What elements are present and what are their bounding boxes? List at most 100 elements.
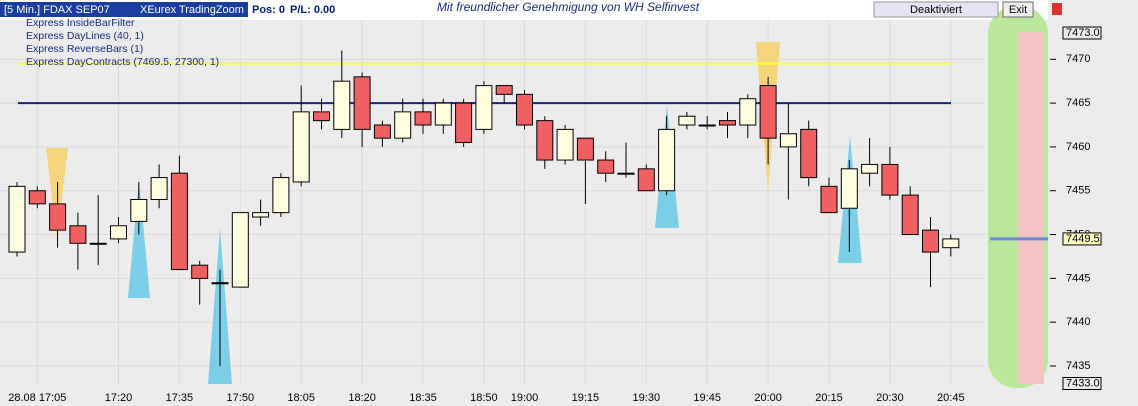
price-marker-box	[1062, 377, 1102, 390]
candle-body	[719, 120, 736, 126]
instrument: [5 Min.] FDAX SEP07	[4, 4, 110, 16]
candle-body	[89, 242, 107, 245]
x-tick-label: 19:45	[693, 392, 721, 404]
signal-marker	[46, 148, 68, 240]
x-tick-label: 19:00	[511, 392, 539, 404]
candle-body	[597, 159, 615, 174]
candle-body	[333, 80, 351, 130]
candle-body	[881, 163, 899, 196]
candle-body	[739, 98, 757, 126]
candle-body	[110, 225, 127, 240]
x-tick-label: 19:30	[633, 392, 661, 404]
candle-body	[536, 120, 554, 161]
signal-marker	[128, 180, 150, 298]
status-button[interactable]	[873, 1, 999, 18]
credit: Mit freundlicher Genehmigung von WH Self…	[437, 0, 700, 14]
x-tick-label: 18:20	[348, 392, 376, 404]
indicator-label: Express ReverseBars (1)	[26, 43, 143, 55]
x-tick-label: 20:45	[937, 392, 965, 404]
candle-body	[516, 93, 533, 126]
candle-body	[150, 177, 168, 200]
candle-body	[434, 102, 452, 126]
y-tick-label: 7465	[1066, 97, 1090, 109]
x-tick-label: 17:20	[105, 392, 133, 404]
x-tick-label: 20:30	[876, 392, 904, 404]
indicator-label: Express DayLines (40, 1)	[26, 30, 144, 42]
candle-body	[313, 111, 330, 122]
price-axis	[1048, 0, 1138, 406]
candle-body	[637, 168, 655, 192]
y-tick-label: 7445	[1066, 272, 1090, 284]
indicator-label: Express InsideBarFilter	[26, 17, 135, 29]
candle-body	[779, 133, 797, 148]
candle-body	[191, 264, 209, 279]
candle-body	[69, 225, 87, 244]
candle-body	[272, 177, 290, 214]
header-bar	[0, 0, 1138, 20]
price-marker-box	[1062, 232, 1102, 246]
candle-body	[942, 238, 960, 249]
x-tick-label: 18:05	[287, 392, 315, 404]
x-tick-label: 18:50	[470, 392, 498, 404]
candle-body	[373, 124, 391, 139]
price-marker-label: 7449.5	[1066, 233, 1100, 245]
exit-button-label[interactable]: Exit	[1009, 4, 1027, 16]
position: Pos: 0	[252, 4, 285, 16]
candle-body	[617, 172, 635, 175]
contracts-gauge	[1018, 32, 1044, 384]
candles	[8, 50, 960, 366]
candle-body	[576, 137, 594, 161]
candle-body	[698, 124, 716, 127]
candle-body	[130, 198, 148, 222]
status-button-label[interactable]: Deaktiviert	[910, 4, 962, 16]
price-marker-box	[1062, 26, 1102, 40]
price-marker-label: 7433.0	[1066, 377, 1100, 389]
y-tick-label: 7435	[1066, 360, 1090, 372]
candle-body	[495, 85, 513, 95]
candle-body	[922, 229, 939, 253]
candle-body	[800, 128, 818, 179]
pnl: P/L: 0.00	[290, 4, 335, 16]
candle-body	[353, 76, 371, 130]
candle-body	[231, 212, 249, 288]
candle-body	[678, 115, 696, 126]
x-tick-label: 20:00	[754, 392, 782, 404]
x-tick-label: 28.08 17:05	[8, 392, 66, 404]
y-tick-label: 7455	[1066, 185, 1090, 197]
candle-body	[475, 85, 493, 130]
indicator-label: Express DayContracts (7469.5, 27300, 1)	[26, 56, 219, 68]
y-tick-label: 7460	[1066, 141, 1090, 153]
candle-body	[414, 111, 432, 126]
y-tick-label: 7470	[1066, 53, 1090, 65]
candle-body	[252, 212, 270, 218]
candle-body	[556, 128, 574, 161]
candle-body	[28, 190, 46, 205]
exchange: XEurex TradingZoom	[140, 4, 244, 16]
candle-body	[861, 163, 879, 174]
close-icon[interactable]	[1052, 3, 1062, 15]
x-tick-label: 19:15	[572, 392, 600, 404]
candle-body	[170, 172, 188, 271]
candle-body	[211, 282, 229, 285]
y-tick-label: 7440	[1066, 316, 1090, 328]
exit-button[interactable]	[1002, 1, 1034, 18]
instrument-box	[0, 2, 248, 17]
candle-body	[292, 111, 310, 183]
candle-body	[901, 194, 919, 236]
candle-body	[759, 85, 777, 139]
candle-body	[658, 128, 676, 192]
candle-body	[840, 168, 858, 209]
price-marker-label: 7473.0	[1066, 27, 1100, 39]
candle-body	[455, 102, 473, 144]
axes: 7435744074457450745574607465747028.08 17…	[8, 26, 1102, 404]
candle-body	[8, 185, 26, 253]
candle-body	[49, 203, 67, 231]
x-tick-label: 20:15	[815, 392, 843, 404]
candle-body	[820, 185, 838, 214]
x-tick-label: 17:50	[227, 392, 255, 404]
x-tick-label: 18:35	[409, 392, 437, 404]
